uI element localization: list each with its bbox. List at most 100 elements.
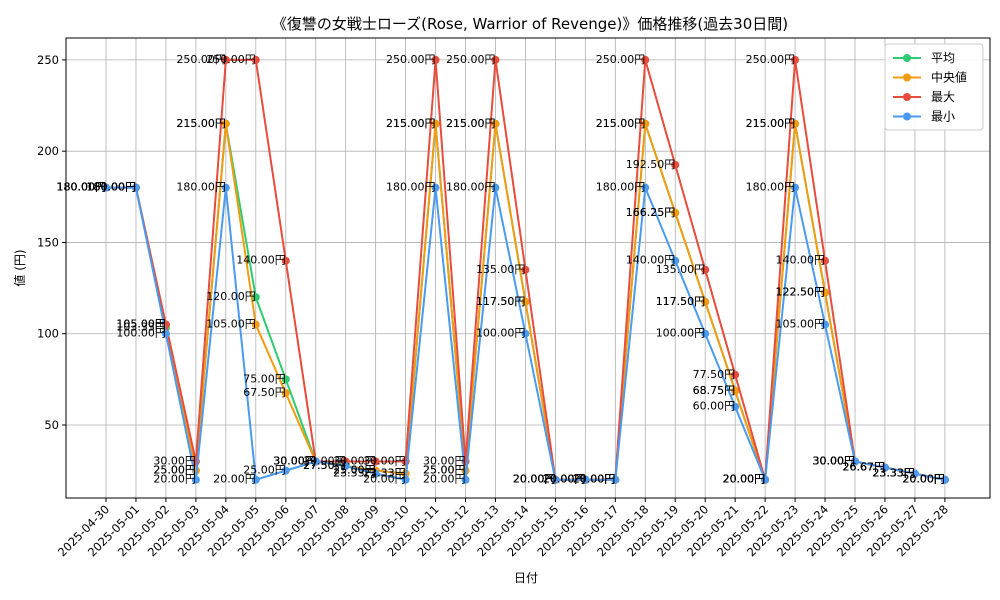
data-label: 25.00円 <box>153 464 196 477</box>
data-label: 215.00円 <box>386 117 436 130</box>
data-label: 26.67円 <box>842 461 885 474</box>
data-label: 180.00円 <box>386 181 436 194</box>
data-point <box>851 457 859 466</box>
data-label: 180.00円 <box>57 181 107 194</box>
data-label: 117.50円 <box>476 295 526 308</box>
data-point <box>221 183 230 192</box>
data-point <box>251 55 260 64</box>
data-label: 20.00円 <box>723 473 766 486</box>
data-label: 25.00円 <box>153 464 196 477</box>
data-label: 68.75円 <box>693 384 736 397</box>
data-point <box>221 55 230 64</box>
legend-marker <box>903 93 911 101</box>
data-point <box>880 463 889 472</box>
data-label: 25.00円 <box>423 464 466 477</box>
data-point <box>641 183 650 192</box>
data-point <box>461 475 470 484</box>
data-label: 180.00円 <box>446 181 496 194</box>
data-label: 20.00円 <box>543 473 586 486</box>
data-label: 250.00円 <box>446 53 496 66</box>
data-point <box>431 55 440 64</box>
data-point <box>281 389 290 398</box>
data-point <box>731 402 740 411</box>
data-point <box>940 475 949 484</box>
data-point <box>671 256 680 265</box>
data-label: 103.33円 <box>116 321 166 334</box>
data-label: 68.75円 <box>693 384 736 397</box>
data-point <box>251 320 260 329</box>
legend-label: 中央値 <box>931 70 967 85</box>
data-label: 122.50円 <box>776 286 826 299</box>
data-label: 180.00円 <box>86 181 136 194</box>
data-point <box>311 457 320 466</box>
plot-frame <box>65 37 991 499</box>
data-point <box>821 288 830 297</box>
data-label: 105.00円 <box>776 318 826 331</box>
data-label: 215.00円 <box>746 117 796 130</box>
data-label: 180.00円 <box>746 181 796 194</box>
data-label: 30.00円 <box>423 454 466 467</box>
data-point <box>341 462 350 471</box>
data-label: 117.50円 <box>656 295 706 308</box>
data-point <box>371 469 380 478</box>
data-label: 20.00円 <box>513 473 556 486</box>
data-label: 30.00円 <box>273 454 316 467</box>
data-label: 250.00円 <box>596 53 646 66</box>
data-label: 140.00円 <box>776 254 826 267</box>
data-label: 215.00円 <box>176 117 226 130</box>
data-label: 23.33円 <box>363 467 406 480</box>
data-label: 140.00円 <box>626 254 676 267</box>
data-label: 25.00円 <box>243 464 286 477</box>
data-point <box>641 55 650 64</box>
data-point <box>102 183 110 192</box>
data-label: 250.00円 <box>206 53 256 66</box>
data-label: 20.00円 <box>513 473 556 486</box>
data-label: 20.00円 <box>573 473 616 486</box>
data-label: 120.00円 <box>206 290 256 303</box>
data-label: 20.00円 <box>902 473 945 486</box>
data-point <box>701 265 710 274</box>
legend-marker <box>903 54 911 62</box>
data-label: 166.25円 <box>626 206 676 219</box>
data-label: 192.50円 <box>626 158 676 171</box>
data-point <box>671 160 680 169</box>
data-point <box>821 320 830 329</box>
data-label: 105.00円 <box>206 318 256 331</box>
data-label: 215.00円 <box>446 117 496 130</box>
data-label: 215.00円 <box>596 117 646 130</box>
data-point <box>701 329 710 338</box>
data-label: 180.00円 <box>86 181 136 194</box>
data-label: 122.50円 <box>776 286 826 299</box>
data-label: 135.00円 <box>476 263 526 276</box>
data-label: 25.00円 <box>333 464 376 477</box>
data-point <box>611 475 620 484</box>
data-label: 105.00円 <box>116 318 166 331</box>
data-labels: 180.00円180.00円103.33円25.00円215.00円120.00… <box>57 53 945 486</box>
data-point <box>491 55 500 64</box>
data-label: 100.00円 <box>116 327 166 340</box>
data-label: 20.00円 <box>723 473 766 486</box>
data-label: 215.00円 <box>746 117 796 130</box>
data-label: 250.00円 <box>386 53 436 66</box>
data-label: 100.00円 <box>656 327 706 340</box>
legend-label: 平均 <box>931 51 955 65</box>
data-point <box>431 183 440 192</box>
data-label: 27.50円 <box>303 459 346 472</box>
data-point <box>491 183 500 192</box>
data-label: 26.67円 <box>842 461 885 474</box>
legend-marker <box>903 112 911 121</box>
y-tick-label: 250 <box>37 53 59 67</box>
data-label: 30.00円 <box>273 454 316 467</box>
data-label: 30.00円 <box>363 454 406 467</box>
data-point <box>191 475 200 484</box>
data-label: 20.00円 <box>153 473 196 486</box>
data-label: 100.00円 <box>476 327 526 340</box>
data-label: 20.00円 <box>902 473 945 486</box>
data-point <box>431 119 440 128</box>
data-label: 23.33円 <box>872 467 915 480</box>
legend-marker <box>903 73 911 82</box>
data-point <box>281 256 290 265</box>
data-label: 180.00円 <box>86 181 136 194</box>
data-label: 20.00円 <box>902 473 945 486</box>
